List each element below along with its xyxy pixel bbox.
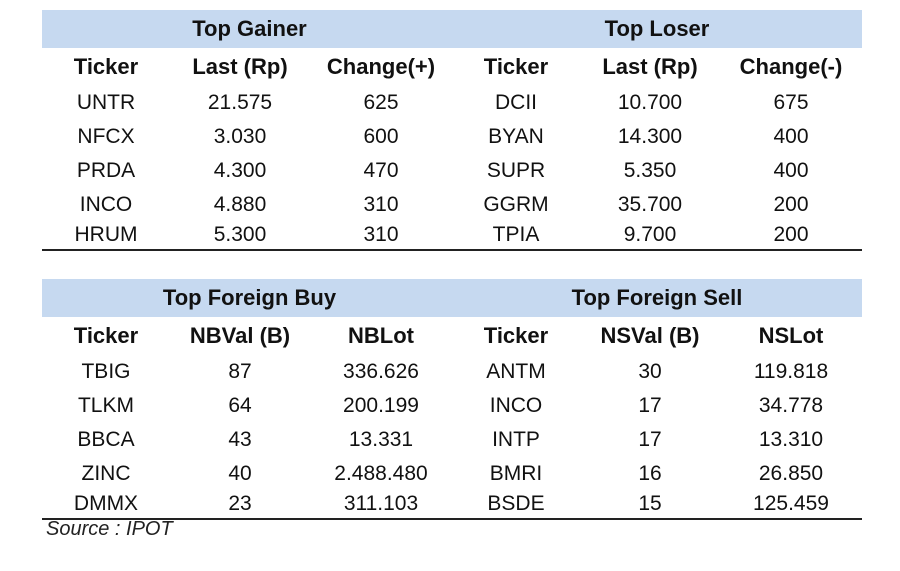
col-last: Last (Rp) [192,54,288,79]
gainer-loser-table: Top Gainer Top Loser Ticker Last (Rp) Ch… [42,10,862,251]
cell: 40 [228,462,252,485]
table-row: PRDA 4.300 470 SUPR 5.350 400 [42,154,862,188]
cell: INTP [492,428,540,451]
cell: 5.350 [623,159,677,182]
cell: 26.850 [758,462,824,485]
table-row: ZINC 40 2.488.480 BMRI 16 26.850 [42,457,862,491]
cell: 14.300 [617,125,683,148]
table-row: DMMX 23 311.103 BSDE 15 125.459 [42,491,862,517]
col-change-plus: Change(+) [326,54,436,79]
section-header: Top Foreign Buy Top Foreign Sell [42,279,862,317]
cell: 64 [228,394,252,417]
cell: 310 [363,193,399,216]
table-row: HRUM 5.300 310 TPIA 9.700 200 [42,222,862,248]
source-note: Source : IPOT [46,518,173,540]
cell: 200 [773,193,809,216]
cell: 13.310 [758,428,824,451]
table-row: INCO 4.880 310 GGRM 35.700 200 [42,188,862,222]
cell: INCO [489,394,543,417]
cell: TPIA [492,223,540,246]
cell: 311.103 [343,492,419,515]
cell: 34.778 [758,394,824,417]
cell: BBCA [77,428,135,451]
cell: GGRM [483,193,549,216]
col-ticker: Ticker [73,323,139,348]
col-nbval: NBVal (B) [189,323,291,348]
cell: 23 [228,492,252,515]
cell: HRUM [74,223,138,246]
cell: 3.030 [213,125,267,148]
cell: DCII [495,91,537,114]
cell: 5.300 [213,223,267,246]
cell: 30 [638,360,662,383]
cell: 470 [363,159,399,182]
cell: 200 [773,223,809,246]
cell: 2.488.480 [334,462,428,485]
table-bottom-rule [42,249,862,251]
cell: 200.199 [343,394,419,417]
cell: TLKM [77,394,134,417]
cell: 400 [773,159,809,182]
top-foreign-buy-title: Top Foreign Buy [162,285,337,310]
table-row: NFCX 3.030 600 BYAN 14.300 400 [42,120,862,154]
top-loser-title: Top Loser [604,16,710,41]
column-headers: Ticker Last (Rp) Change(+) Ticker Last (… [42,48,862,86]
cell: ANTM [486,360,546,383]
cell: 119.818 [753,360,829,383]
cell: BYAN [488,125,544,148]
section-header: Top Gainer Top Loser [42,10,862,48]
cell: ZINC [81,462,131,485]
top-gainer-title: Top Gainer [192,16,307,41]
column-headers: Ticker NBVal (B) NBLot Ticker NSVal (B) … [42,317,862,355]
cell: 21.575 [207,91,273,114]
cell: 16 [638,462,662,485]
col-nblot: NBLot [348,323,414,348]
cell: 310 [363,223,399,246]
cell: BMRI [489,462,543,485]
cell: UNTR [76,91,136,114]
foreign-buy-sell-table: Top Foreign Buy Top Foreign Sell Ticker … [42,279,862,520]
cell: 13.331 [348,428,414,451]
cell: INCO [79,193,133,216]
cell: 336.626 [343,360,419,383]
table-row: UNTR 21.575 625 DCII 10.700 675 [42,86,862,120]
col-change-minus: Change(-) [739,54,843,79]
cell: SUPR [486,159,546,182]
col-nsval: NSVal (B) [600,323,700,348]
cell: 675 [773,91,809,114]
table-bottom-rule [42,518,862,520]
cell: 17 [638,428,662,451]
cell: 87 [228,360,252,383]
cell: DMMX [73,492,139,515]
col-ticker: Ticker [483,323,549,348]
cell: 4.300 [213,159,267,182]
cell: 10.700 [617,91,683,114]
table-row: TLKM 64 200.199 INCO 17 34.778 [42,389,862,423]
table-row: TBIG 87 336.626 ANTM 30 119.818 [42,355,862,389]
cell: 15 [638,492,662,515]
cell: 400 [773,125,809,148]
col-ticker: Ticker [483,54,549,79]
cell: 35.700 [617,193,683,216]
cell: 125.459 [753,492,829,515]
col-ticker: Ticker [73,54,139,79]
cell: 625 [363,91,399,114]
table-row: BBCA 43 13.331 INTP 17 13.310 [42,423,862,457]
col-last: Last (Rp) [602,54,698,79]
cell: 43 [228,428,252,451]
cell: 9.700 [623,223,677,246]
cell: TBIG [81,360,131,383]
cell: 600 [363,125,399,148]
cell: PRDA [76,159,136,182]
cell: 17 [638,394,662,417]
cell: BSDE [487,492,545,515]
cell: 4.880 [213,193,267,216]
col-nslot: NSLot [758,323,824,348]
cell: NFCX [77,125,135,148]
top-foreign-sell-title: Top Foreign Sell [571,285,743,310]
